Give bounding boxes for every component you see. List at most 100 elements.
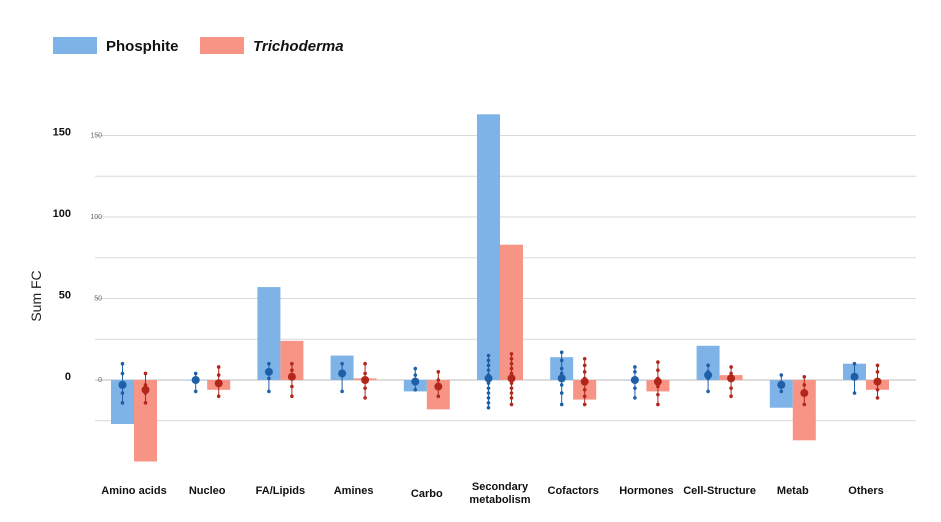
data-point (216, 394, 221, 399)
mean-point (630, 376, 639, 384)
data-point (120, 371, 125, 376)
bar-phosphite-secondary-metabolism (477, 114, 500, 380)
y-tick-label: 0 (65, 371, 71, 383)
category-label: Nucleo (189, 485, 226, 497)
data-point (852, 361, 857, 366)
data-point (436, 370, 441, 374)
data-point (267, 376, 271, 381)
data-point (363, 361, 367, 366)
data-point (290, 384, 294, 389)
mean-point (118, 380, 127, 389)
data-point (633, 370, 637, 374)
category-label: Amines (334, 485, 374, 497)
data-point (363, 371, 367, 376)
mean-point (141, 385, 150, 394)
data-point (216, 365, 221, 369)
data-point (509, 352, 514, 356)
legend-swatch-trichoderma (200, 37, 244, 54)
category-label: Cofactors (548, 485, 599, 497)
data-point (413, 387, 418, 392)
data-point (729, 386, 733, 390)
data-point (729, 394, 733, 399)
data-point (875, 363, 880, 368)
mean-point (507, 374, 516, 383)
data-point (509, 361, 514, 366)
data-point (193, 371, 198, 376)
y-tick-label: 150 (53, 127, 71, 139)
category-label: Metab (777, 485, 809, 497)
mean-point (411, 377, 420, 386)
data-point (509, 381, 514, 386)
legend-label-phosphite: Phosphite (106, 38, 179, 55)
data-point (802, 374, 807, 379)
mean-point (287, 372, 296, 381)
mean-point (338, 369, 347, 378)
category-label: Carbo (411, 488, 443, 500)
legend-label-trichoderma: Trichoderma (253, 38, 344, 55)
mean-point (557, 374, 566, 383)
data-point (559, 350, 564, 355)
data-point (290, 394, 294, 399)
data-point (633, 386, 637, 390)
bar-trichoderma-amino-acids (134, 380, 157, 462)
data-point (559, 366, 564, 371)
data-points (118, 350, 882, 410)
y-tick-label-minor: 150 (90, 133, 102, 140)
legend-swatch-phosphite (53, 37, 97, 54)
y-tick-label: 50 (59, 290, 71, 302)
data-point (509, 402, 514, 407)
data-point (363, 386, 367, 390)
mean-point (580, 377, 589, 386)
data-point (509, 391, 514, 395)
data-point (559, 358, 564, 363)
data-point (779, 373, 784, 377)
data-point (656, 368, 660, 373)
data-point (802, 383, 807, 387)
data-point (633, 396, 637, 400)
data-point (486, 358, 491, 363)
category-label: FA/Lipids (256, 485, 306, 497)
mean-point (191, 376, 200, 384)
category-label: Hormones (619, 485, 673, 497)
data-point (802, 402, 807, 407)
data-point (656, 384, 660, 389)
mean-point (484, 374, 493, 383)
mean-point (264, 367, 273, 376)
bar-trichoderma-secondary-metabolism (500, 244, 523, 380)
data-point (486, 396, 491, 400)
data-point (486, 401, 491, 405)
data-point (216, 373, 221, 377)
data-point (290, 368, 294, 373)
y-tick-label-minor: 50 (94, 296, 102, 303)
data-point (852, 391, 857, 395)
y-axis-ticks: 150 150 100 100 50 50 0 0 (53, 127, 102, 385)
mean-point (214, 379, 223, 388)
data-point (340, 389, 344, 394)
y-tick-label-minor: 100 (90, 214, 102, 221)
category-label: Secondary metabolism (469, 481, 530, 506)
mean-point (727, 374, 736, 383)
category-label: Amino acids (101, 485, 166, 497)
category-labels: Amino acids Nucleo FA/Lipids Amines Carbo Sec… (101, 481, 883, 506)
bar-trichoderma-metab (792, 380, 816, 441)
mean-point (704, 371, 713, 380)
data-point (486, 405, 491, 410)
legend: Phosphite Trichoderma (53, 37, 344, 55)
bar-phosphite-fa-lipids (257, 287, 281, 380)
data-point (656, 392, 660, 397)
data-point (290, 361, 294, 366)
data-point (120, 401, 125, 405)
data-point (143, 383, 148, 387)
data-point (559, 402, 564, 407)
data-point (486, 368, 491, 373)
data-point (486, 363, 491, 368)
data-point (729, 371, 733, 376)
data-point (486, 391, 491, 395)
bars (111, 114, 889, 462)
category-label: Cell-Structure (683, 485, 756, 497)
category-label: Others (848, 485, 883, 497)
data-point (509, 396, 514, 400)
data-point (120, 361, 125, 366)
data-point (656, 402, 660, 407)
data-point (559, 383, 564, 387)
